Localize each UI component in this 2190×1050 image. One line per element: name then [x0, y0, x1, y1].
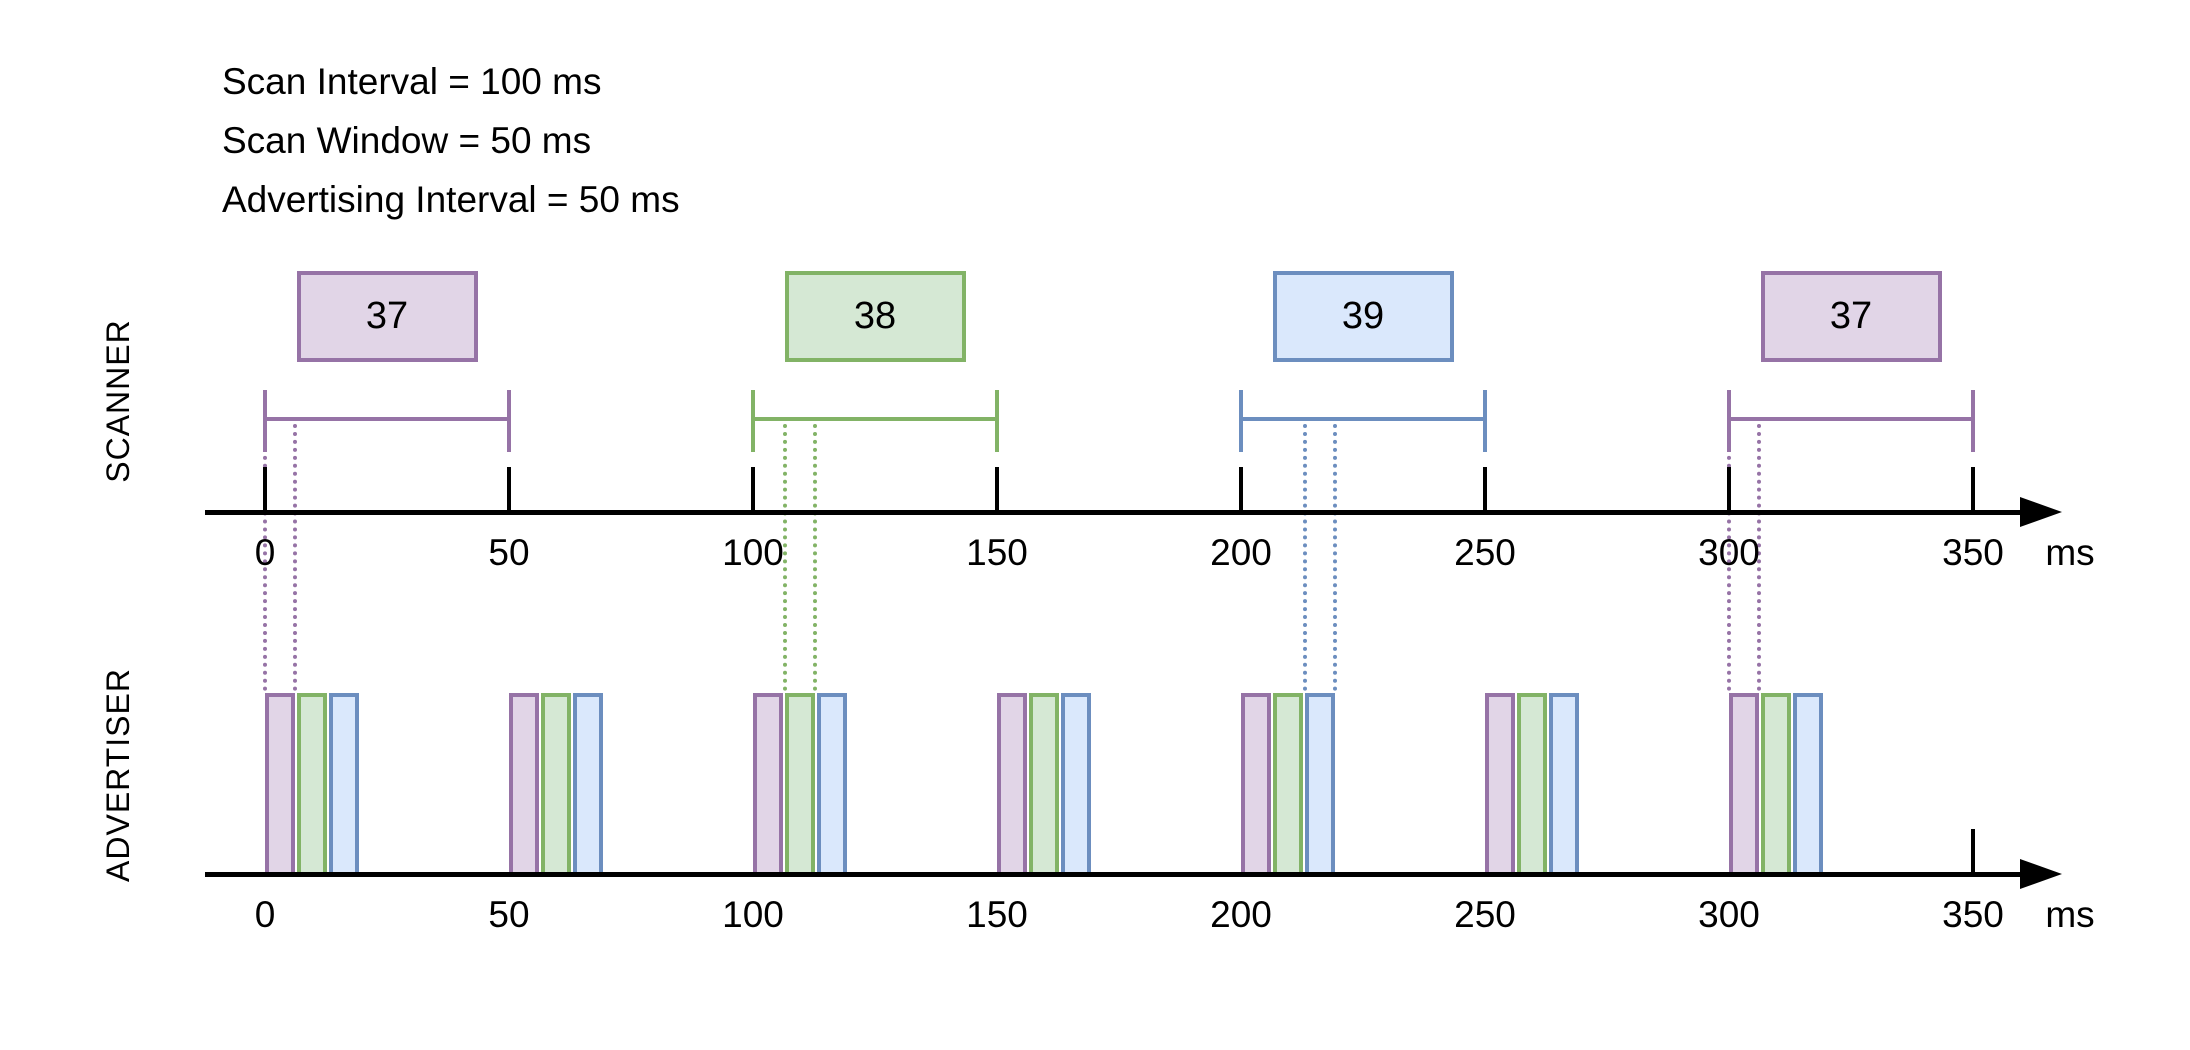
advertiser-axis-tick-label: 350 — [1942, 894, 2004, 935]
scan-channel-box-37: 37 — [1760, 271, 1942, 362]
sync-dotted-line-ch38 — [783, 424, 787, 691]
advertiser-axis-tick-label: 0 — [254, 894, 276, 935]
scanner-axis-tick — [1483, 467, 1487, 512]
scan-window-bracket-line — [1729, 417, 1973, 421]
scanner-axis-tick — [507, 467, 511, 512]
adv-packet-ch38 — [785, 693, 815, 876]
scan-window-bracket-bar-start — [1239, 390, 1243, 452]
advertiser-axis-tick-label: 250 — [1454, 894, 1516, 935]
scanner-axis-tick-label: 100 — [722, 532, 784, 573]
scanner-axis-tick-label: 50 — [488, 532, 530, 573]
sync-dotted-line-ch37 — [1757, 424, 1761, 691]
scanner-axis-arrowhead — [2020, 497, 2062, 527]
adv-packet-ch39 — [817, 693, 847, 876]
advertising-interval-note: Advertising Interval = 50 ms — [222, 179, 680, 220]
parameter-notes: Scan Interval = 100 ms Scan Window = 50 … — [222, 52, 680, 229]
scan-window-bracket-bar-end — [507, 390, 511, 452]
scan-window-bracket-line — [753, 417, 997, 421]
scanner-axis-unit-label: ms — [2045, 532, 2095, 573]
adv-packet-ch38 — [1761, 693, 1791, 876]
scan-interval-note: Scan Interval = 100 ms — [222, 61, 602, 102]
sync-dotted-line-ch39 — [1333, 424, 1337, 691]
scan-channel-box-37: 37 — [296, 271, 478, 362]
scanner-row-label: SCANNER — [99, 319, 136, 483]
scanner-axis-tick-label: 0 — [254, 532, 276, 573]
sync-dotted-line-ch37 — [263, 424, 267, 691]
adv-packet-ch37 — [1485, 693, 1515, 876]
advertiser-row-label: ADVERTISER — [99, 668, 136, 882]
scan-window-note: Scan Window = 50 ms — [222, 120, 592, 161]
scan-channel-box-38: 38 — [784, 271, 966, 362]
scanner-axis-tick — [1239, 467, 1243, 512]
scanner-axis-tick — [1727, 467, 1731, 512]
adv-packet-ch37 — [509, 693, 539, 876]
advertiser-axis-tick-label: 200 — [1210, 894, 1272, 935]
adv-packet-ch37 — [1729, 693, 1759, 876]
scanner-axis-tick-label: 300 — [1698, 532, 1760, 573]
advertiser-axis-tick-label: 300 — [1698, 894, 1760, 935]
adv-packet-ch37 — [265, 693, 295, 876]
scanner-axis-tick-label: 200 — [1210, 532, 1272, 573]
sync-dotted-line-ch38 — [813, 424, 817, 691]
advertiser-axis-arrowhead — [2020, 859, 2062, 889]
adv-packet-ch37 — [753, 693, 783, 876]
scanner-axis-tick — [751, 467, 755, 512]
adv-packet-ch39 — [1061, 693, 1091, 876]
advertiser-axis-tick-label: 150 — [966, 894, 1028, 935]
scanner-axis-tick — [1971, 467, 1975, 512]
scan-window-bracket-bar-start — [263, 390, 267, 452]
adv-packet-ch39 — [573, 693, 603, 876]
scanner-axis-tick-label: 150 — [966, 532, 1028, 573]
advertiser-axis-tick-label: 50 — [488, 894, 530, 935]
scan-window-bracket-bar-start — [1727, 390, 1731, 452]
sync-dotted-line-ch37 — [1727, 424, 1731, 691]
adv-packet-ch37 — [1241, 693, 1271, 876]
adv-packet-ch39 — [1793, 693, 1823, 876]
scan-window-bracket-bar-start — [751, 390, 755, 452]
scanner-axis-line — [205, 510, 2020, 515]
adv-packet-ch39 — [1305, 693, 1335, 876]
scan-channel-box-39: 39 — [1272, 271, 1454, 362]
advertiser-axis-tick — [1971, 829, 1975, 874]
adv-packet-ch38 — [1273, 693, 1303, 876]
adv-packet-ch38 — [297, 693, 327, 876]
sync-dotted-line-ch39 — [1303, 424, 1307, 691]
adv-packet-ch39 — [1549, 693, 1579, 876]
adv-packet-ch37 — [997, 693, 1027, 876]
scan-window-bracket-line — [1241, 417, 1485, 421]
advertiser-axis-tick-label: 100 — [722, 894, 784, 935]
sync-dotted-line-ch37 — [293, 424, 297, 691]
scan-window-bracket-bar-end — [995, 390, 999, 452]
scanner-axis-tick-label: 350 — [1942, 532, 2004, 573]
adv-packet-ch38 — [541, 693, 571, 876]
adv-packet-ch38 — [1029, 693, 1059, 876]
scanner-axis-tick — [995, 467, 999, 512]
advertiser-axis-unit-label: ms — [2045, 894, 2095, 935]
scanner-axis-tick-label: 250 — [1454, 532, 1516, 573]
advertiser-axis-line — [205, 872, 2020, 877]
scan-window-bracket-line — [265, 417, 509, 421]
scan-window-bracket-bar-end — [1483, 390, 1487, 452]
scan-window-bracket-bar-end — [1971, 390, 1975, 452]
adv-packet-ch38 — [1517, 693, 1547, 876]
adv-packet-ch39 — [329, 693, 359, 876]
scanner-axis-tick — [263, 467, 267, 512]
